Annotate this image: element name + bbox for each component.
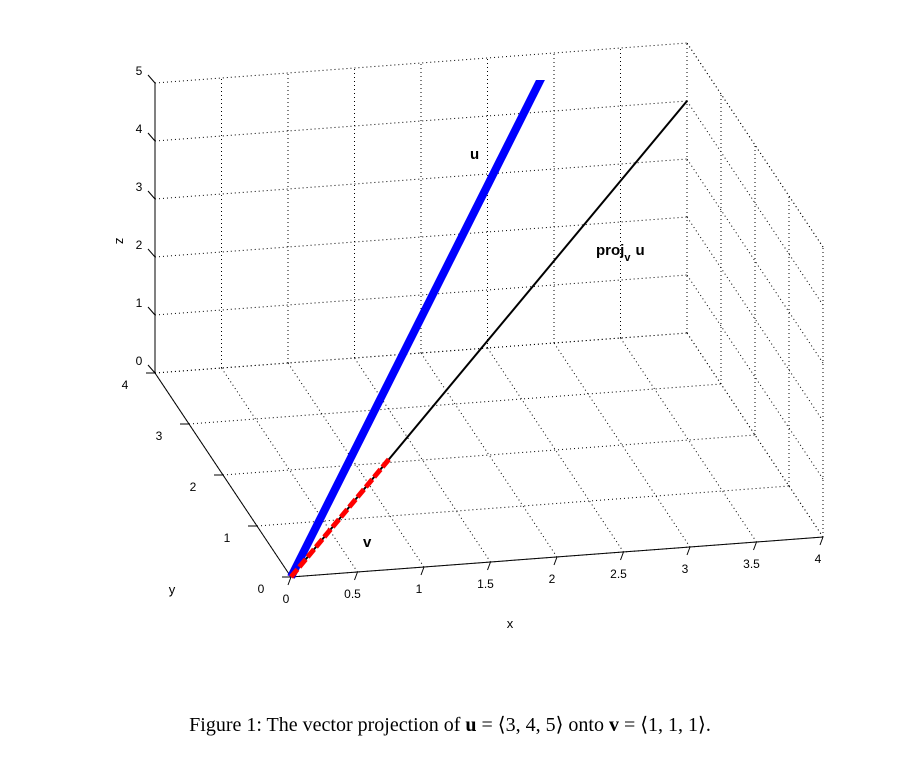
x-tick-mark [354,571,358,581]
figure-caption: Figure 1: The vector projection of u = ⟨… [0,712,900,737]
floor-gridline-x [553,342,691,548]
x-tick-label: 1 [416,582,423,596]
vector-u-line [287,80,545,579]
caption-u-symbol: u [465,714,477,736]
y-tick-label: 2 [190,480,197,494]
floor-gridline-x [354,357,491,563]
x-tick-label: 3.5 [743,557,760,571]
x-tick-mark [420,566,425,576]
vector-proj-line [290,100,688,578]
floor-gridline-x [420,352,558,558]
floor-gridline-y [222,434,756,476]
backwall-gridline-z [154,216,688,258]
z-axis-title: z [113,238,128,245]
z-tick-label: 1 [136,296,143,310]
box-top-edge [686,42,824,248]
y-tick-label: 1 [224,531,231,545]
caption-middle: onto [568,714,604,736]
x-tick-label: 4 [815,552,822,566]
series-layer [287,80,688,579]
x-axis-title: x [507,616,514,631]
z-tick-label: 4 [136,122,143,136]
caption-u-value: = ⟨3, 4, 5⟩ [481,714,564,736]
sidewall-gridline-z [686,158,824,364]
caption-v-symbol: v [608,714,619,736]
floor-gridline-y [256,485,790,527]
sidewall-gridline-z [686,274,824,480]
x-tick-label: 2 [549,572,556,586]
x-tick-mark [553,556,558,566]
sidewall-gridline-z [686,332,824,538]
floor-gridline-x [221,367,358,573]
z-tick-label: 2 [136,238,143,252]
backwall-gridline-z [154,274,688,316]
backwall-gridline-z [154,158,688,200]
backwall-gridline-z [154,42,688,84]
y-tick-label: 4 [122,378,129,392]
x-tick-label: 0 [283,592,290,606]
vector-proj-label-suffix: u [635,242,644,259]
z-tick-mark [147,306,156,316]
vector-proj-label-subscript: v [624,252,631,264]
y-axis-title: y [169,582,176,597]
z-tick-mark [147,248,156,258]
caption-prefix: Figure 1: The vector projection of [189,714,461,736]
grid-layer [154,42,824,578]
floor-gridline-y [188,383,722,425]
y-tick-label: 3 [156,429,163,443]
vector-proj-label: projv u [596,242,645,264]
vector-proj-label-main: proj [596,242,624,259]
x-tick-mark [686,546,691,556]
z-tick-mark [147,190,156,200]
x-tick-mark [819,536,824,546]
z-tick-mark [147,364,156,374]
caption-v-value: = ⟨1, 1, 1⟩. [623,714,711,736]
z-tick-mark [147,132,156,142]
x-tick-mark [753,541,757,551]
vector-v-label: v [363,534,372,551]
vector-u-label: u [470,146,479,163]
x-tick-mark [620,551,624,561]
z-tick-label: 5 [136,64,143,78]
x-tick-mark [487,561,491,571]
backwall-gridline-z [154,332,688,374]
x-tick-label: 0.5 [344,587,361,601]
x-tick-label: 2.5 [610,567,627,581]
x-tick-mark [287,576,292,586]
backwall-gridline-z [154,100,688,142]
x-tick-label: 1.5 [477,577,494,591]
x-tick-label: 3 [682,562,689,576]
z-tick-mark [147,74,156,84]
z-tick-label: 3 [136,180,143,194]
y-tick-label: 0 [258,582,265,596]
z-tick-label: 0 [136,354,143,368]
floor-gridline-x [487,347,624,553]
sidewall-gridline-z [686,216,824,422]
sidewall-gridline-z [686,100,824,306]
floor-gridline-x [620,337,757,543]
floor-gridline-x [287,362,425,568]
